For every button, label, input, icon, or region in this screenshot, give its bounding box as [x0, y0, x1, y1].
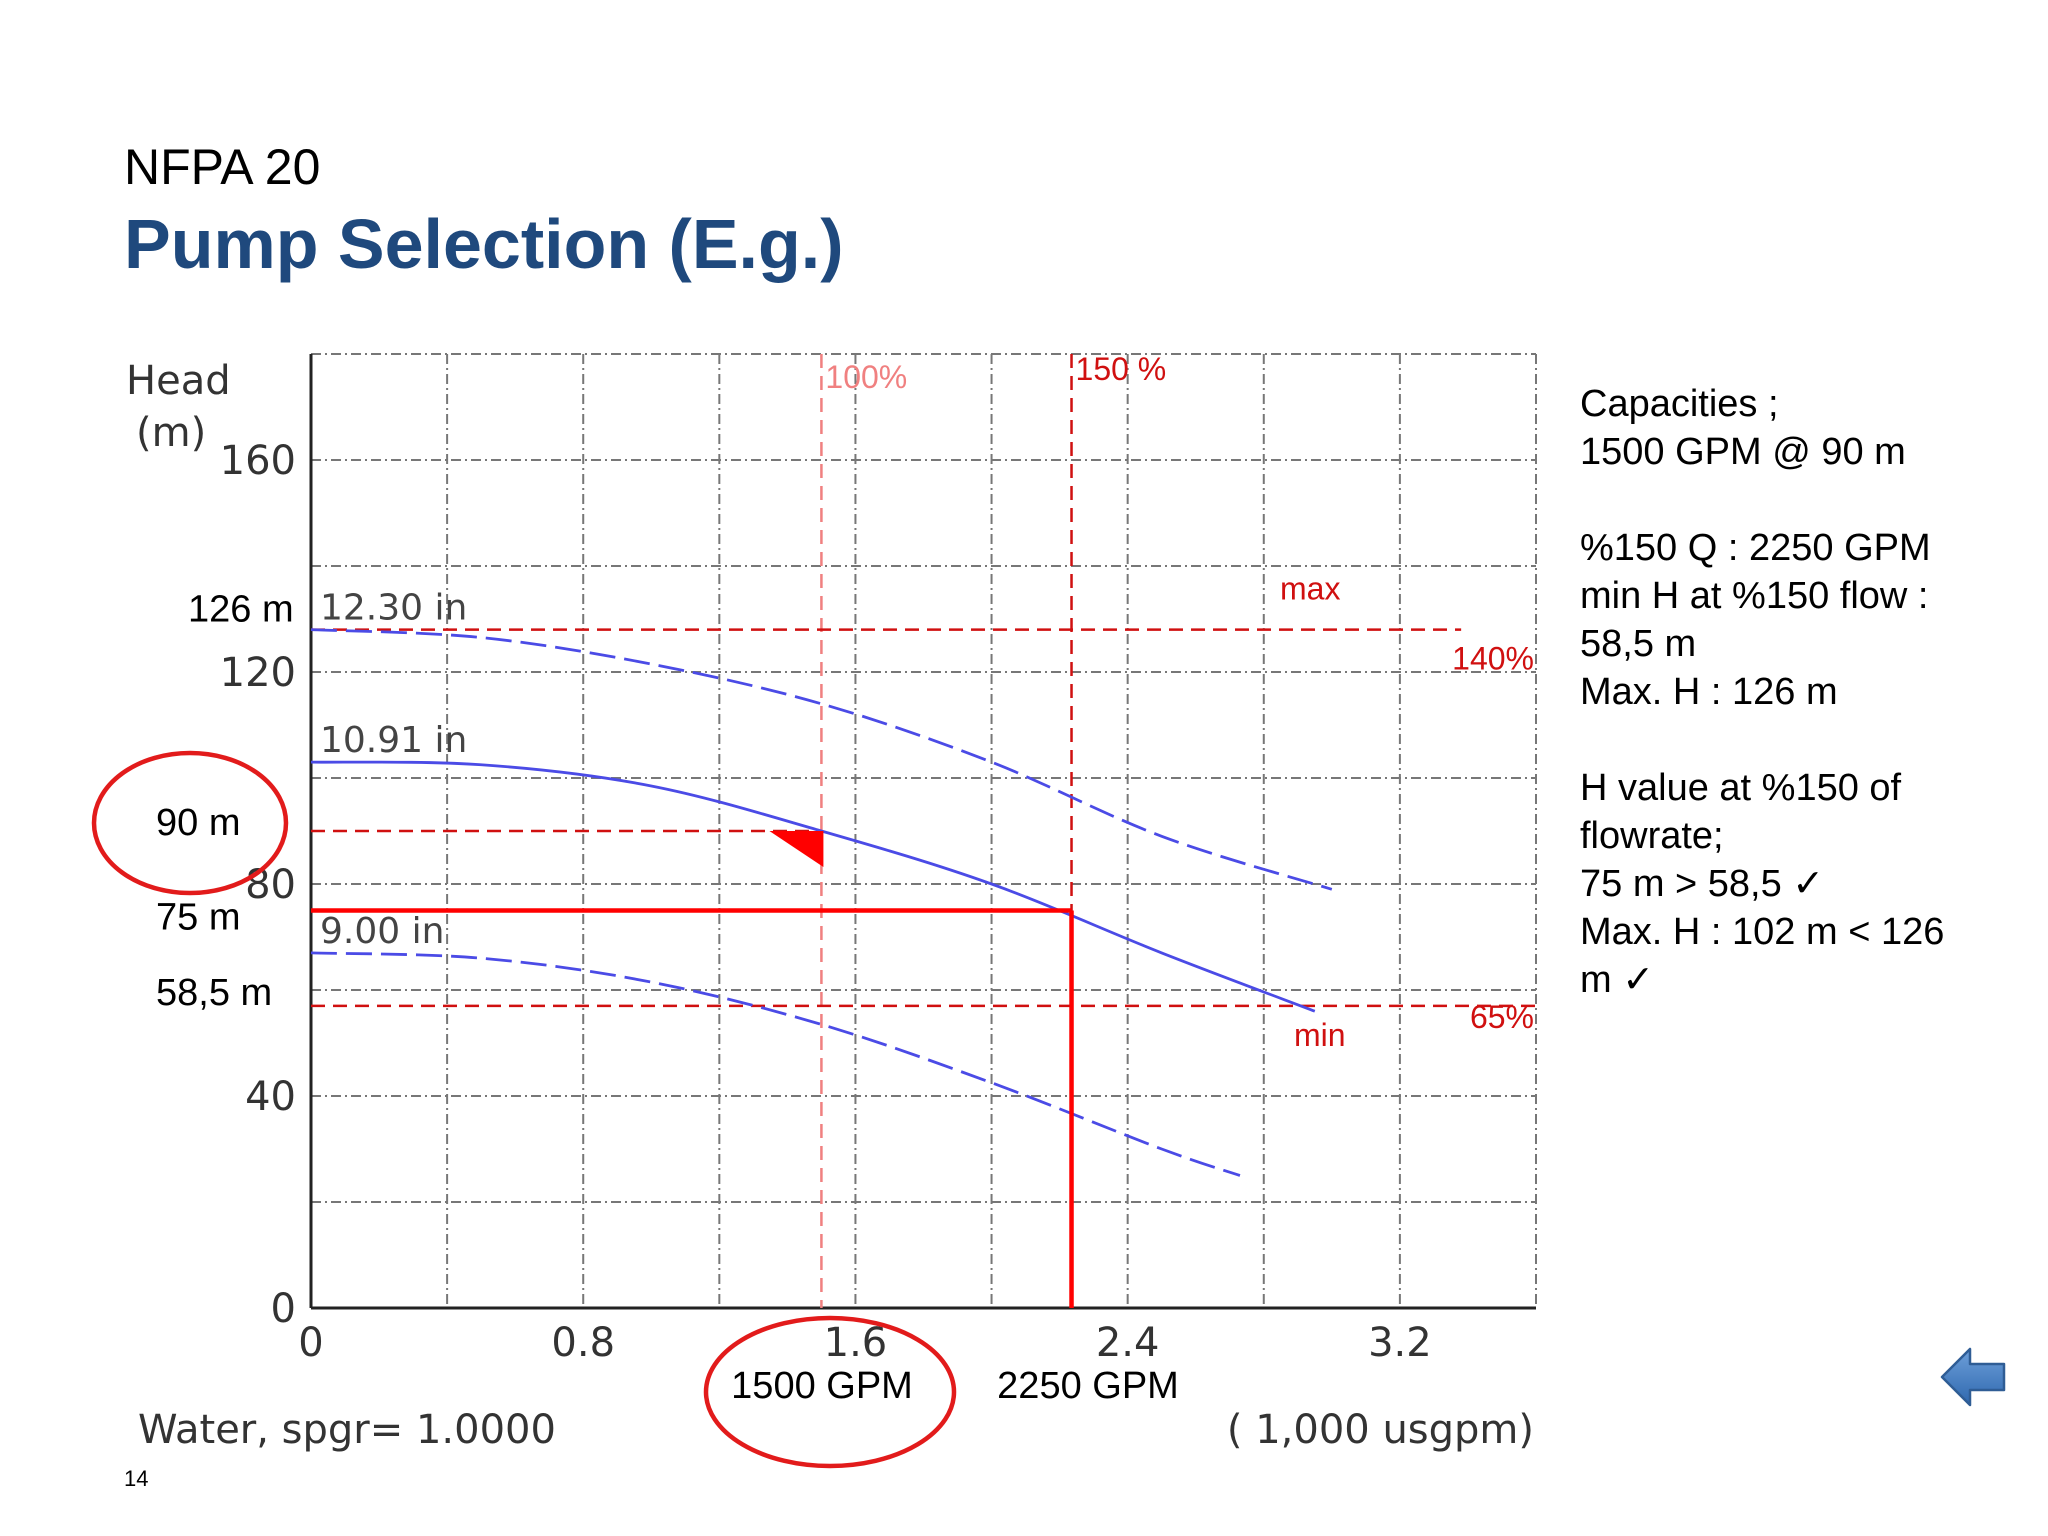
- y-tick-label: 40: [245, 1074, 296, 1120]
- highlight-circle: [91, 750, 289, 896]
- pump-curve-label: 10.91 in: [320, 720, 467, 761]
- note-line: 58,5 m: [1580, 623, 1697, 665]
- y-value-annotation: 75 m: [156, 897, 240, 939]
- note-line: 1500 GPM @ 90 m: [1580, 431, 1906, 473]
- x-unit-label: ( 1,000 usgpm): [1227, 1407, 1534, 1453]
- y-value-annotation: 58,5 m: [156, 972, 272, 1014]
- x-tick-label: 1.6: [824, 1320, 888, 1366]
- reference-hline-label: min: [1294, 1017, 1346, 1053]
- reference-vline-label: 150 %: [1076, 351, 1167, 387]
- note-line: 75 m > 58,5 ✓: [1580, 863, 1825, 905]
- back-arrow-icon[interactable]: [1940, 1346, 2006, 1408]
- x-tick-label: 2.4: [1096, 1320, 1160, 1366]
- slide-overtitle: NFPA 20: [124, 139, 321, 195]
- note-line: Max. H : 126 m: [1580, 671, 1838, 713]
- slide-title: Pump Selection (E.g.): [124, 205, 844, 283]
- pump-curve-line: [310, 628, 1333, 891]
- pump-curve-label: 12.30 in: [320, 588, 467, 629]
- reference-pct-label: 140%: [1452, 641, 1534, 677]
- note-line: H value at %150 of: [1580, 767, 1902, 809]
- x-value-annotation: 2250 GPM: [997, 1365, 1179, 1407]
- note-line: min H at %150 flow :: [1580, 575, 1929, 617]
- notes-panel: Capacities ; 1500 GPM @ 90 m %150 Q : 2250…: [1580, 380, 2020, 1004]
- fluid-label: Water, spgr= 1.0000: [138, 1407, 556, 1453]
- note-line: %150 Q : 2250 GPM: [1580, 527, 1931, 569]
- pump-curve-line: [310, 951, 1241, 1177]
- note-line: m ✓: [1580, 959, 1655, 1001]
- x-value-annotation: 1500 GPM: [731, 1365, 913, 1407]
- note-line: Capacities ;: [1580, 383, 1779, 425]
- page-number: 14: [124, 1466, 149, 1491]
- y-tick-label: 80: [245, 862, 296, 908]
- note-line: Max. H : 102 m < 126: [1580, 911, 1945, 953]
- selection-point-marker: [769, 831, 824, 867]
- y-tick-label: 160: [220, 438, 296, 484]
- reference-pct-label: 65%: [1470, 999, 1534, 1035]
- pump-curve-line: [310, 760, 1316, 1013]
- y-tick-label: 120: [220, 650, 296, 696]
- y-axis-label: Head: [126, 358, 231, 404]
- reference-vline-label: 100%: [825, 359, 907, 395]
- y-value-annotation: 90 m: [156, 802, 240, 844]
- x-tick-label: 0.8: [551, 1320, 615, 1366]
- y-axis-label: (m): [136, 410, 206, 456]
- y-tick-label: 0: [271, 1286, 296, 1332]
- reference-hline-label: max: [1280, 571, 1340, 607]
- pump-curve-label: 9.00 in: [320, 911, 444, 952]
- y-value-annotation: 126 m: [188, 589, 294, 631]
- x-tick-label: 3.2: [1368, 1320, 1432, 1366]
- note-line: flowrate;: [1580, 815, 1724, 857]
- highlight-circle: [703, 1315, 957, 1469]
- x-tick-label: 0: [298, 1320, 323, 1366]
